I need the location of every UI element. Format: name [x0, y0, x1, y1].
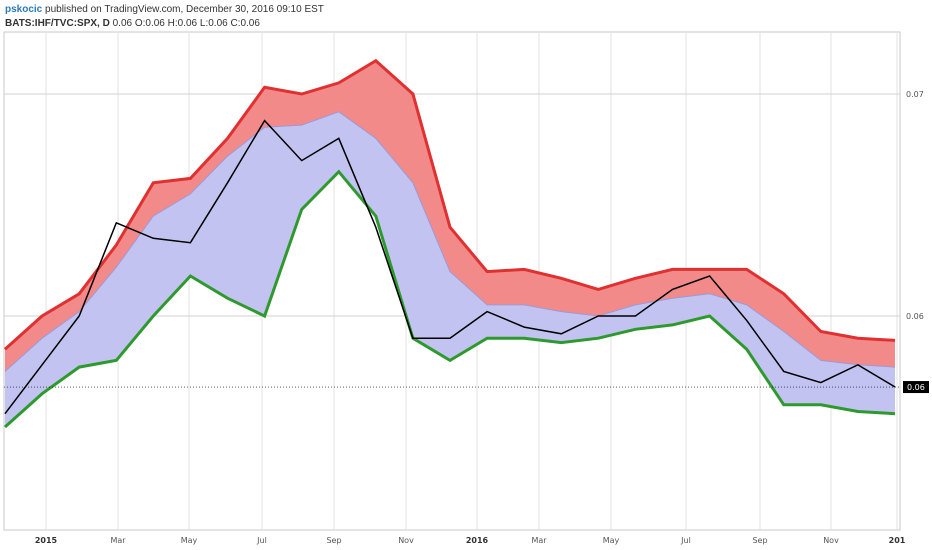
x-tick-label-8: May: [603, 536, 620, 545]
ohlc-values: 0.06 O:0.06 H:0.06 L:0.06 C:0.06: [109, 18, 260, 29]
x-tick-label-11: Nov: [823, 536, 839, 545]
x-tick-label-1: Mar: [110, 536, 126, 545]
publish-line: pskocic published on TradingView.com, De…: [5, 3, 324, 17]
x-tick-label-2: May: [181, 536, 198, 545]
y-axis: 0.07 0.06 0.06: [903, 90, 929, 394]
publish-info: published on TradingView.com, December 3…: [42, 4, 324, 15]
price-line: [4, 119, 896, 415]
x-tick-label-6: 2016: [466, 536, 489, 545]
lower-band-line: [3, 169, 896, 429]
middle-band-line: [4, 111, 896, 372]
x-tick-label-5: Nov: [398, 536, 414, 545]
symbol-line: BATS:IHF/TVC:SPX, D 0.06 O:0.06 H:0.06 L…: [5, 17, 324, 31]
author-link[interactable]: pskocic: [5, 4, 43, 15]
x-tick-label-4: Sep: [326, 536, 341, 545]
symbol-label[interactable]: BATS:IHF/TVC:SPX, D: [5, 18, 110, 29]
x-tick-label-12: 201: [889, 536, 906, 545]
chart-header: pskocic published on TradingView.com, De…: [5, 3, 324, 31]
series-lines: [3, 58, 896, 429]
x-tick-label-0: 2015: [35, 536, 58, 545]
last-price-label: 0.06: [907, 383, 925, 392]
last-price-badge: [903, 381, 929, 394]
x-axis: 2015 Mar May Jul Sep Nov 2016 Mar May Jul Sep Nov 20…: [35, 536, 906, 545]
x-tick-label-10: Sep: [752, 536, 767, 545]
y-tick-label-1: 0.06: [906, 312, 924, 321]
middle-band-fill: [5, 111, 895, 428]
x-tick-label-3: Jul: [256, 536, 267, 545]
x-tick-label-7: Mar: [531, 536, 547, 545]
y-tick-label-0: 0.07: [906, 90, 924, 99]
x-tick-label-9: Jul: [680, 536, 691, 545]
upper-band-line: [3, 58, 896, 351]
